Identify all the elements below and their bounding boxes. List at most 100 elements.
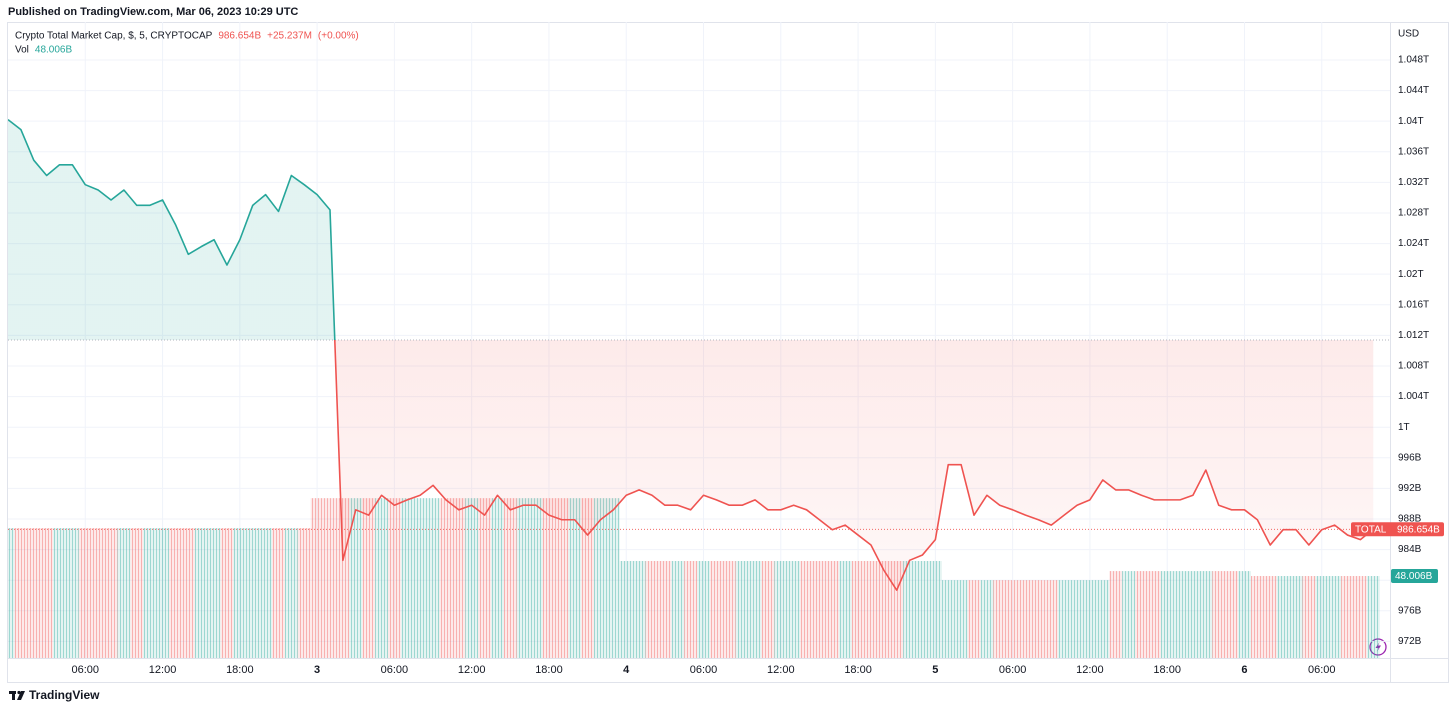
volume-bar <box>980 580 994 658</box>
last-volume-box <box>1391 569 1438 584</box>
volume-bar <box>1302 576 1316 658</box>
volume-bar <box>954 580 968 658</box>
volume-bar <box>452 498 466 658</box>
volume-bar <box>1135 571 1148 658</box>
volume-bar <box>1044 580 1058 658</box>
volume-bar <box>606 498 620 658</box>
plot <box>8 119 1390 658</box>
x-tick-label: 06:00 <box>72 664 100 676</box>
volume-bar <box>800 560 813 658</box>
volume-bar <box>555 498 569 658</box>
volume-bar <box>272 528 285 658</box>
volume-bar <box>658 560 672 658</box>
volume-bar <box>130 528 144 658</box>
y-tick-label: 1T <box>1398 422 1410 433</box>
volume-bar <box>207 528 221 658</box>
volume-bar <box>1083 580 1097 658</box>
y-tick-label: 996B <box>1398 452 1422 463</box>
volume-bar <box>53 528 66 658</box>
y-tick-label: 1.016T <box>1398 299 1429 310</box>
volume-bar <box>851 560 865 658</box>
x-tick-label: 12:00 <box>1076 664 1104 676</box>
volume-bar <box>903 560 917 658</box>
x-tick-label: 18:00 <box>1153 664 1181 676</box>
volume-bar <box>1057 580 1071 658</box>
brand-name: TradingView <box>29 688 100 702</box>
volume-bar <box>284 528 298 658</box>
volume-bar <box>1019 580 1032 658</box>
volume-bar <box>156 528 169 658</box>
x-tick-label: 3 <box>314 664 320 676</box>
legend-last-price: 986.654B <box>218 31 261 42</box>
y-tick-label: 1.02T <box>1398 269 1424 280</box>
volume-bar <box>246 528 260 658</box>
volume-bar <box>761 560 775 658</box>
volume-bar <box>941 580 955 658</box>
volume-bar <box>1328 576 1342 658</box>
volume-bar <box>478 498 491 658</box>
volume-bar <box>1147 571 1161 658</box>
volume-bar <box>1199 571 1213 658</box>
volume-bar <box>65 528 79 658</box>
chart-frame <box>7 22 1449 683</box>
y-tick-label: 984B <box>1398 544 1422 555</box>
legend-volume-value: 48.006B <box>35 45 73 56</box>
x-tick-label: 18:00 <box>535 664 563 676</box>
volume-bar <box>78 528 92 658</box>
legend-change-pct: (+0.00%) <box>318 31 359 42</box>
volume-bar <box>143 528 157 658</box>
x-tick-label: 12:00 <box>149 664 177 676</box>
last-price-box <box>1351 522 1444 537</box>
volume-bar <box>516 498 530 658</box>
volume-bar <box>1109 571 1123 658</box>
y-tick-label: 1.028T <box>1398 208 1429 219</box>
volume-bar <box>619 560 633 658</box>
volume-bar <box>709 560 723 658</box>
volume-bar <box>465 498 479 658</box>
x-tick-label: 18:00 <box>844 664 872 676</box>
y-tick-label: 1.044T <box>1398 85 1429 96</box>
volume-bar <box>233 528 247 658</box>
currency-label: USD <box>1398 29 1419 40</box>
volume-bar <box>1160 571 1174 658</box>
volume-bar <box>439 498 453 658</box>
volume-bar <box>104 528 118 658</box>
volume-bar <box>8 528 15 658</box>
volume-bar <box>169 528 182 658</box>
volume-bar <box>1238 571 1251 658</box>
volume-bar <box>864 560 878 658</box>
volume-bar <box>1173 571 1187 658</box>
volume-bar <box>1315 576 1329 658</box>
volume-bar <box>1212 571 1226 658</box>
volume-bar <box>877 560 891 658</box>
legend-title: Crypto Total Market Cap, $, 5, CRYPTOCAP <box>15 31 213 42</box>
volume-bar <box>220 528 234 658</box>
volume-bar <box>40 528 54 658</box>
y-tick-label: 972B <box>1398 636 1422 647</box>
volume-bar <box>1366 576 1380 658</box>
last-price-label: 986.654B <box>1397 524 1440 535</box>
volume-bar <box>362 498 376 658</box>
volume-bar <box>748 560 762 658</box>
y-tick-label: 1.008T <box>1398 361 1429 372</box>
y-tick-label: 1.004T <box>1398 391 1429 402</box>
volume-bar <box>1031 580 1045 658</box>
y-tick-label: 1.024T <box>1398 238 1429 249</box>
volume-bar <box>697 560 710 658</box>
volume-bar <box>387 498 401 658</box>
volume-bar <box>1289 576 1303 658</box>
volume-bar <box>1096 580 1110 658</box>
volume-bar <box>529 498 543 658</box>
volume-bar <box>503 498 517 658</box>
volume-bar <box>825 560 839 658</box>
volume-bar <box>542 498 556 658</box>
legend-change: +25.237M <box>267 31 312 42</box>
x-tick-label: 12:00 <box>458 664 486 676</box>
volume-bar <box>774 560 788 658</box>
x-tick-label: 4 <box>623 664 630 676</box>
volume-bar <box>632 560 646 658</box>
volume-bar <box>491 498 504 658</box>
volume-bar <box>1070 580 1084 658</box>
volume-bar <box>581 498 595 658</box>
